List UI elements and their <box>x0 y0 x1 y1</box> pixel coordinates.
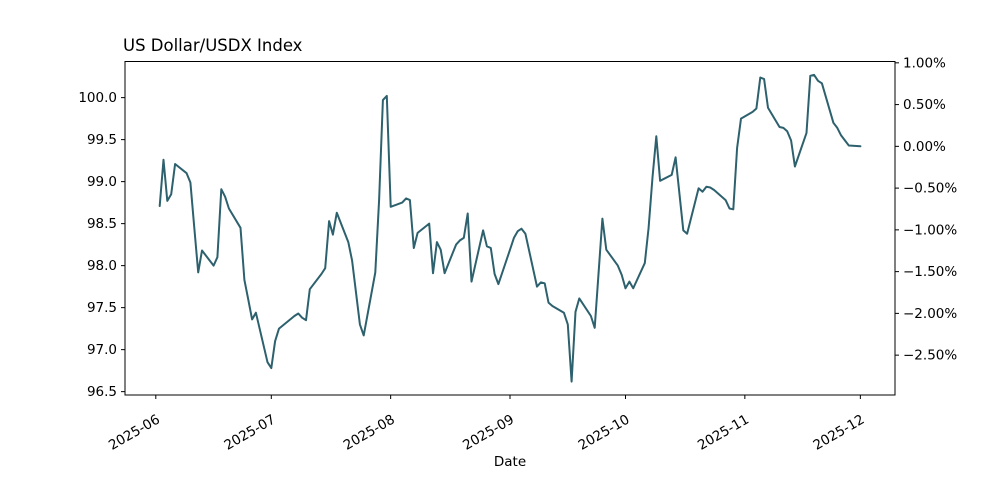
right-axis-tick-label: −2.50% <box>903 348 957 364</box>
right-axis-tick-label: −1.50% <box>903 264 957 280</box>
price-line <box>158 73 862 383</box>
right-axis-tick-label: −1.00% <box>903 222 957 238</box>
chart-title: US Dollar/USDX Index <box>123 36 303 55</box>
x-axis-tick-label: 2025-08 <box>341 412 398 454</box>
right-axis-tick-label: 0.00% <box>903 139 946 155</box>
left-axis-tick-label: 97.0 <box>87 342 117 358</box>
right-axis-tick-label: 1.00% <box>903 55 946 71</box>
left-axis-tick-label: 98.5 <box>87 216 117 232</box>
right-axis-tick-label: 0.50% <box>903 97 946 113</box>
x-axis-tick-label: 2025-12 <box>811 412 868 454</box>
x-axis-tick-label: 2025-11 <box>695 412 752 454</box>
x-axis-tick-label: 2025-10 <box>576 412 633 454</box>
left-axis-tick-label: 100.0 <box>78 90 117 106</box>
left-axis-tick-label: 96.5 <box>87 384 117 400</box>
right-axis-tick-label: −0.50% <box>903 181 957 197</box>
left-axis-tick-label: 99.5 <box>87 132 117 148</box>
left-axis-tick-label: 99.0 <box>87 174 117 190</box>
left-axis-tick-label: 98.0 <box>87 258 117 274</box>
left-axis-tick-label: 97.5 <box>87 300 117 316</box>
x-axis-tick-label: 2025-09 <box>460 412 517 454</box>
right-axis-tick-label: −2.00% <box>903 306 957 322</box>
x-axis-label: Date <box>493 454 527 470</box>
x-axis-tick-label: 2025-07 <box>221 412 278 454</box>
x-axis-tick-label: 2025-06 <box>106 412 163 454</box>
